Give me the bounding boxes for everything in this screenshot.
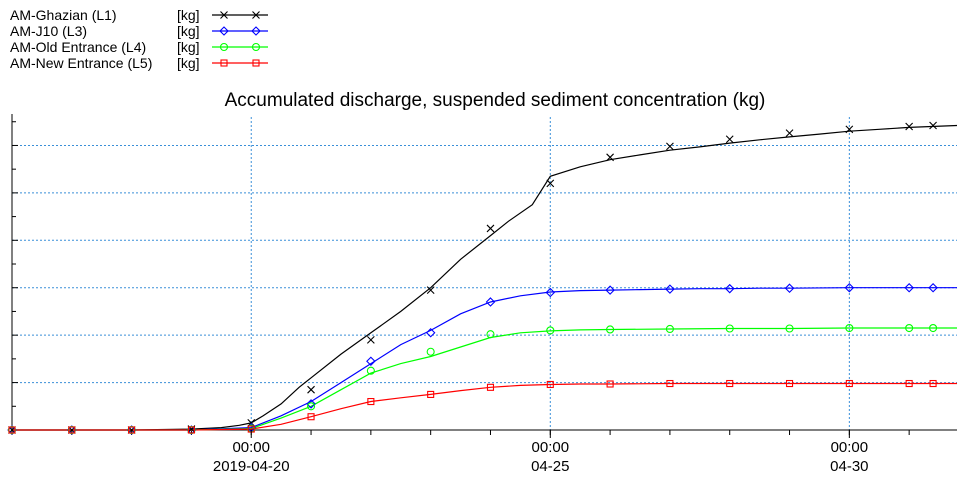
marker-old-entrance — [366, 366, 375, 375]
marker-j10 — [665, 284, 675, 294]
marker-new-entrance — [307, 413, 315, 421]
marker-j10 — [724, 283, 735, 294]
marker-ghazian — [725, 135, 734, 144]
marker-ghazian — [606, 153, 614, 162]
x-tick-label-time: 00:00 — [232, 439, 270, 456]
x-tick-label-date: 04-30 — [830, 458, 868, 475]
marker-j10 — [904, 282, 914, 293]
marker-j10 — [425, 328, 436, 338]
marker-ghazian — [929, 121, 937, 130]
marker-j10 — [306, 399, 316, 409]
marker-new-entrance — [929, 379, 937, 388]
marker-new-entrance — [785, 379, 794, 388]
marker-old-entrance — [307, 402, 316, 411]
series-line-ghazian — [12, 124, 957, 431]
marker-j10 — [844, 282, 855, 293]
axes — [11, 114, 957, 435]
marker-j10 — [605, 285, 615, 295]
marker-new-entrance — [8, 426, 16, 434]
grid-lines — [12, 117, 957, 430]
legend-marker-new-entrance — [220, 59, 228, 67]
marker-ghazian — [307, 385, 315, 394]
marker-new-entrance — [905, 379, 913, 388]
legend-label-new-entrance: AM-New Entrance (L5) — [10, 55, 152, 71]
legend-label-j10: AM-J10 (L3) — [10, 23, 87, 39]
legend-marker-j10 — [219, 26, 229, 36]
marker-new-entrance — [666, 379, 674, 388]
series-line-j10 — [12, 287, 957, 431]
marker-new-entrance — [845, 379, 853, 388]
marker-new-entrance — [187, 426, 195, 434]
marker-ghazian — [785, 129, 794, 138]
marker-j10 — [928, 282, 938, 293]
marker-old-entrance — [905, 323, 914, 333]
series-line-old-entrance — [12, 327, 957, 431]
legend-marker-old-entrance — [251, 42, 261, 52]
marker-new-entrance — [427, 390, 435, 398]
marker-old-entrance — [845, 323, 854, 333]
marker-j10 — [545, 287, 556, 298]
x-tick-label-time: 00:00 — [831, 439, 869, 456]
legend-unit-ghazian: [kg] — [177, 7, 200, 23]
marker-ghazian — [486, 224, 495, 233]
marker-new-entrance — [68, 426, 76, 434]
marker-new-entrance — [546, 380, 554, 389]
legend-marker-ghazian — [220, 11, 228, 19]
marker-j10 — [366, 356, 376, 367]
legend-marker-old-entrance — [219, 42, 229, 52]
marker-new-entrance — [606, 380, 614, 388]
marker-ghazian — [905, 122, 914, 131]
marker-old-entrance — [785, 324, 794, 333]
marker-old-entrance — [606, 325, 615, 334]
marker-j10 — [485, 297, 496, 307]
marker-new-entrance — [726, 379, 734, 388]
legend-marker-ghazian — [252, 11, 260, 19]
legend-unit-new-entrance: [kg] — [177, 55, 200, 71]
marker-old-entrance — [929, 323, 938, 333]
series-line-new-entrance — [12, 382, 957, 431]
marker-ghazian — [366, 336, 375, 344]
marker-old-entrance — [665, 324, 674, 334]
marker-old-entrance — [486, 330, 495, 339]
marker-ghazian — [546, 179, 555, 188]
chart-title: Accumulated discharge, suspended sedimen… — [225, 90, 766, 111]
x-tick-label-date: 04-25 — [531, 458, 569, 475]
x-tick-label-time: 00:00 — [532, 439, 570, 456]
series-markers — [7, 121, 938, 435]
marker-old-entrance — [725, 324, 734, 333]
legend-label-ghazian: AM-Ghazian (L1) — [10, 7, 117, 23]
legend: AM-Ghazian (L1) [kg] AM-J10 (L3) [kg] AM-Old… — [10, 7, 268, 71]
legend-unit-j10: [kg] — [177, 23, 200, 39]
x-axis-ticks: 00:00 2019-04-20 00:00 04-25 00:00 04-30 — [213, 430, 869, 475]
marker-j10 — [784, 283, 795, 293]
marker-new-entrance — [128, 426, 136, 434]
legend-marker-j10 — [251, 26, 261, 36]
marker-old-entrance — [426, 347, 435, 356]
marker-ghazian — [666, 142, 674, 151]
legend-unit-old-entrance: [kg] — [177, 39, 200, 55]
legend-label-old-entrance: AM-Old Entrance (L4) — [10, 39, 146, 55]
marker-ghazian — [845, 125, 854, 134]
marker-ghazian — [426, 286, 435, 294]
legend-marker-new-entrance — [252, 59, 260, 67]
x-tick-label-date: 2019-04-20 — [213, 458, 290, 475]
marker-new-entrance — [486, 383, 495, 391]
marker-old-entrance — [546, 326, 555, 335]
series-lines — [12, 124, 957, 431]
marker-new-entrance — [367, 397, 375, 406]
